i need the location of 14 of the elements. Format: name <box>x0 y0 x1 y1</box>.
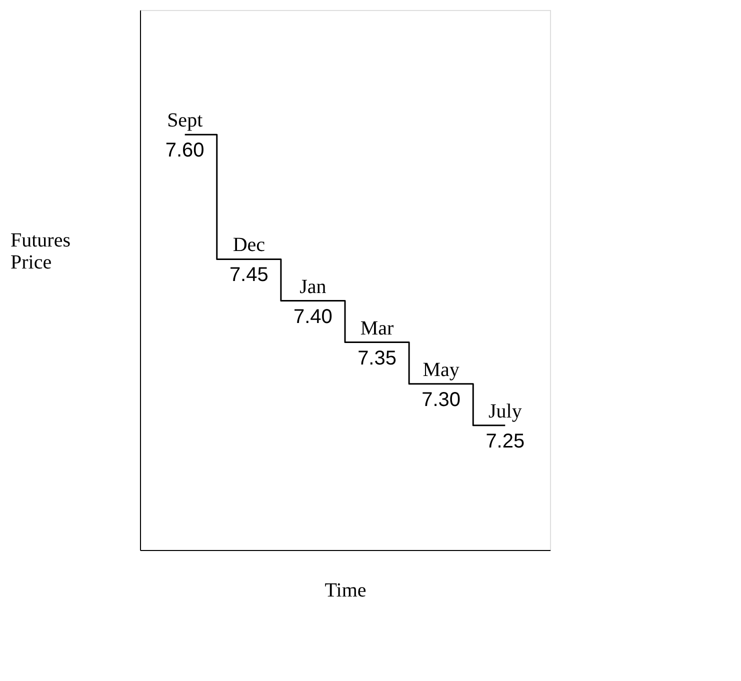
x-tick-label: Mar <box>360 317 394 340</box>
data-label: 7.30 <box>422 388 461 411</box>
data-label: 7.40 <box>294 306 332 328</box>
data-label: 7.60 <box>165 140 204 162</box>
x-tick-label: Sept <box>167 110 204 132</box>
x-axis-title: Time <box>324 580 366 602</box>
x-tick-label: July <box>488 400 522 422</box>
x-tick-label: Dec <box>232 234 266 256</box>
x-tick-label: May <box>422 358 460 381</box>
data-label: 7.35 <box>358 347 396 370</box>
data-label: 7.25 <box>486 430 525 452</box>
x-tick-label: Jan <box>300 276 326 298</box>
y-axis-title: Futures Price <box>10 230 71 274</box>
data-label: 7.45 <box>229 264 268 286</box>
